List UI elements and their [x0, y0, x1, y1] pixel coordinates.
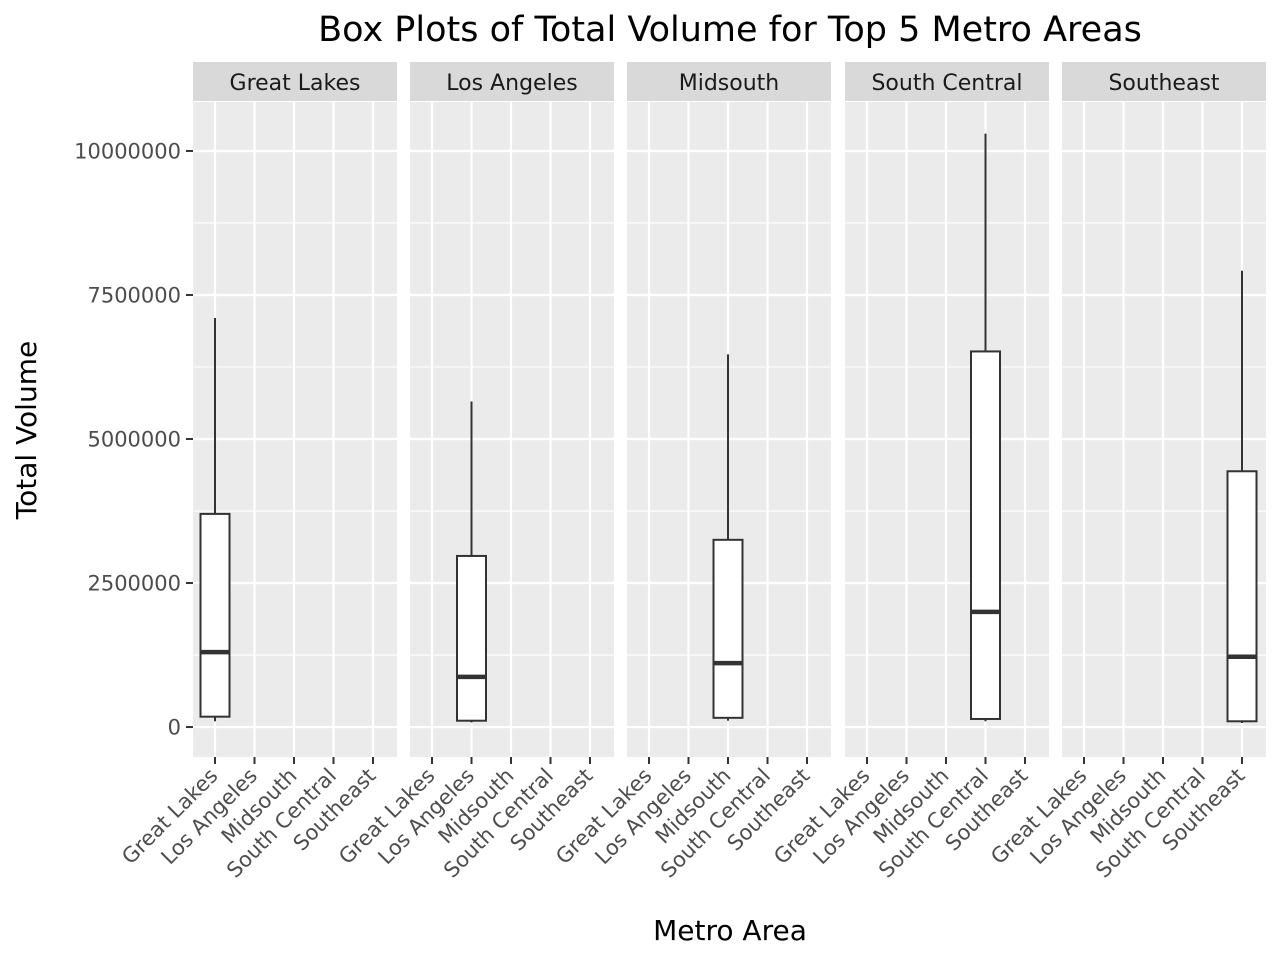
facet-strip-label: Great Lakes — [230, 71, 361, 96]
box-iqr — [970, 350, 1001, 720]
facet-strip-label: Los Angeles — [446, 71, 577, 96]
facet-strip — [410, 62, 614, 101]
facet-strip — [193, 62, 397, 101]
box-iqr — [456, 554, 487, 722]
y-tick-label: 7500000 — [87, 283, 181, 307]
box-iqr — [712, 538, 744, 719]
box-plot — [199, 318, 231, 722]
facet-strip-label: South Central — [871, 71, 1022, 96]
y-tick-label: 5000000 — [87, 428, 181, 452]
facet-strip-label: Midsouth — [679, 71, 780, 96]
box-plot — [970, 133, 1001, 722]
facet-strip — [1062, 62, 1266, 101]
box-plot — [1226, 270, 1258, 724]
x-axis-title: Metro Area — [653, 914, 807, 947]
y-tick-label: 2500000 — [87, 572, 181, 596]
box-iqr — [199, 512, 231, 718]
box-iqr — [1226, 470, 1258, 723]
chart-title: Box Plots of Total Volume for Top 5 Metr… — [318, 10, 1142, 50]
y-tick-label: 10000000 — [74, 139, 181, 163]
facet-strip-label: Southeast — [1108, 71, 1219, 96]
y-tick-label: 0 — [168, 716, 181, 740]
facet-strip — [627, 62, 831, 101]
box-plot — [456, 401, 487, 723]
facet-strip — [845, 62, 1049, 101]
y-axis-title: Total Volume — [10, 341, 43, 520]
y-axis: 0 2500000 5000000 7500000 10000000 — [74, 139, 193, 740]
box-plot — [712, 354, 744, 721]
